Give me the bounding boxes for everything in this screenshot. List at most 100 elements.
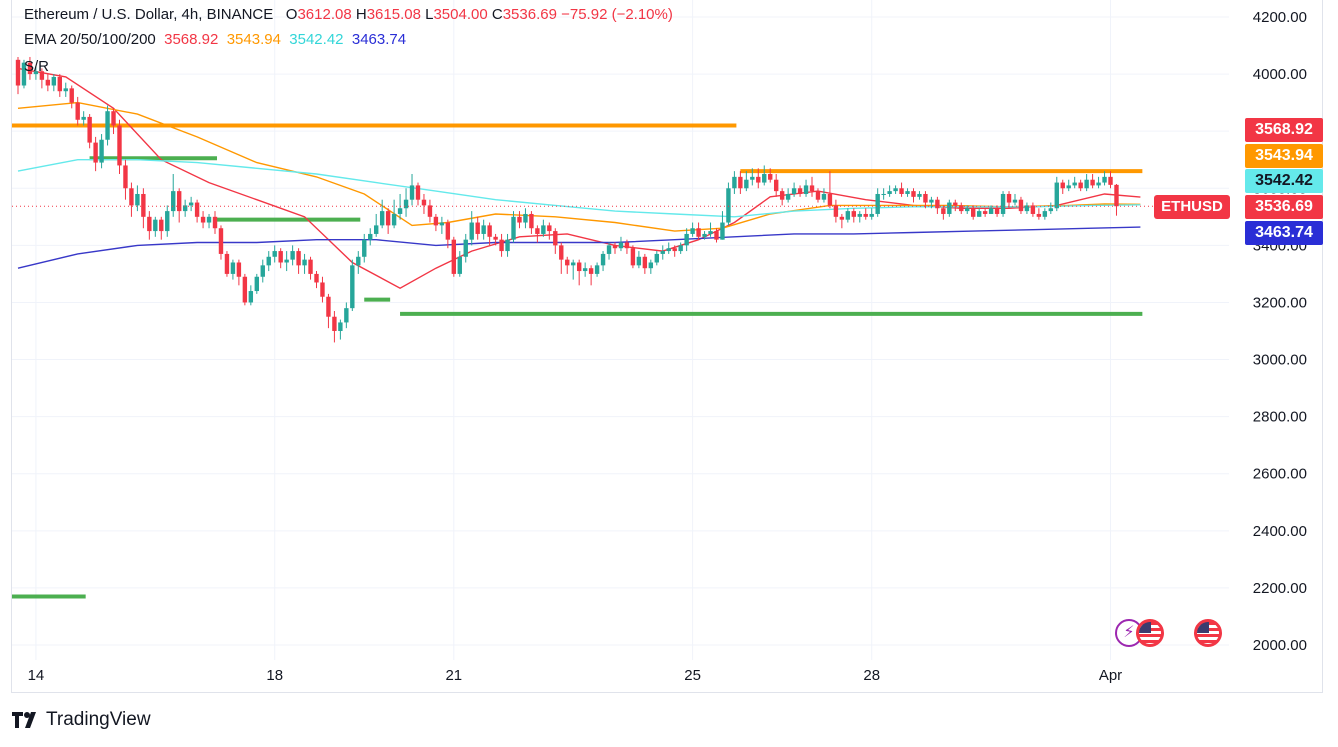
candle-body xyxy=(1102,176,1107,183)
candle-body xyxy=(296,251,301,266)
candle-body xyxy=(684,233,689,246)
close-value: 3536.69 xyxy=(502,6,557,23)
candle-body xyxy=(374,225,379,234)
candle-body xyxy=(899,188,904,194)
candle-body xyxy=(111,111,116,126)
us-flag-icon[interactable] xyxy=(1194,619,1222,647)
candle-body xyxy=(576,262,582,272)
us-flag-icon[interactable] xyxy=(1136,619,1164,647)
candle-body xyxy=(15,59,21,86)
x-tick-label: 14 xyxy=(28,667,45,684)
tradingview-logo-icon xyxy=(12,712,36,728)
ema-line-ema20 xyxy=(17,67,1141,289)
x-tick-label: 18 xyxy=(266,667,283,684)
candle-body xyxy=(1000,193,1006,214)
candle-body xyxy=(141,193,146,217)
candle-body xyxy=(911,191,916,197)
candle-body xyxy=(176,191,182,212)
candle-body xyxy=(726,188,731,223)
candle-body xyxy=(1114,184,1119,207)
symbol-title: Ethereum / U.S. Dollar, 4h, BINANCE xyxy=(24,6,274,23)
candle-body xyxy=(672,248,677,252)
candle-body xyxy=(129,188,134,206)
candle-body xyxy=(935,199,940,209)
candle-body xyxy=(505,239,510,252)
ema-legend: EMA 20/50/100/200 3568.92 3543.94 3542.4… xyxy=(24,31,406,48)
open-key: O xyxy=(285,6,298,23)
candle-body xyxy=(785,193,791,200)
y-tick-label: 4000.00 xyxy=(1253,66,1307,83)
y-tick-label: 2400.00 xyxy=(1253,523,1307,540)
candle-body xyxy=(869,213,874,217)
candle-body xyxy=(768,174,773,180)
candle-body xyxy=(27,62,33,75)
candle-body xyxy=(630,248,636,266)
candle-body xyxy=(833,205,839,217)
candle-body xyxy=(123,165,128,189)
candle-body xyxy=(815,191,821,200)
low-key: L xyxy=(425,6,434,23)
open-value: 3612.08 xyxy=(297,6,352,23)
candle-body xyxy=(469,222,474,240)
candle-body xyxy=(803,185,809,194)
candle-body xyxy=(779,191,785,200)
candle-body xyxy=(254,276,259,292)
candle-body xyxy=(200,216,206,223)
candle-body xyxy=(290,251,295,260)
y-tick-label: 2200.00 xyxy=(1253,580,1307,597)
candle-body xyxy=(326,296,331,317)
candle-body xyxy=(212,216,218,229)
tradingview-brand[interactable]: TradingView xyxy=(12,709,151,731)
candle-body xyxy=(1042,211,1048,217)
candle-body xyxy=(1012,199,1018,203)
candle-body xyxy=(93,142,98,163)
candle-body xyxy=(206,216,212,223)
y-tick-label: 2800.00 xyxy=(1253,409,1307,426)
candle-body xyxy=(965,208,970,212)
candle-body xyxy=(403,199,409,209)
candle-body xyxy=(744,179,749,189)
high-key: H xyxy=(355,6,367,23)
x-tick-label: 21 xyxy=(445,667,462,684)
ema100-value: 3542.42 xyxy=(289,31,344,48)
candle-body xyxy=(1078,182,1083,189)
candle-body xyxy=(105,111,110,140)
candle-body xyxy=(565,259,570,266)
candle-body xyxy=(976,211,982,217)
candle-body xyxy=(445,222,451,240)
candle-body xyxy=(696,228,701,237)
candle-body xyxy=(302,259,307,266)
sr-indicator-label[interactable]: S/R xyxy=(24,58,50,75)
candle-body xyxy=(791,188,797,194)
candle-body xyxy=(666,248,671,252)
candle-body xyxy=(702,233,707,237)
candle-body xyxy=(475,222,480,234)
ema20-value: 3568.92 xyxy=(164,31,219,48)
candle-body xyxy=(1090,179,1095,186)
candle-body xyxy=(827,193,833,206)
candle-body xyxy=(266,256,271,266)
candle-body xyxy=(165,211,170,232)
candle-body xyxy=(982,211,988,214)
candle-body xyxy=(308,259,313,274)
candle-body xyxy=(941,208,946,214)
y-tick-label: 4200.00 xyxy=(1253,9,1307,26)
candle-body xyxy=(553,231,558,246)
candle-body xyxy=(415,185,421,200)
candle-body xyxy=(147,216,152,232)
chart-frame xyxy=(11,0,1323,693)
candle-body xyxy=(117,125,122,166)
candle-body xyxy=(344,308,349,323)
candle-body xyxy=(63,88,68,92)
candle-body xyxy=(648,262,654,269)
ema50-value: 3543.94 xyxy=(226,31,281,48)
candle-body xyxy=(511,216,516,240)
candle-body xyxy=(875,193,880,214)
x-tick-label: Apr xyxy=(1099,667,1122,684)
candle-body xyxy=(618,242,624,249)
candle-body xyxy=(39,71,45,80)
candle-body xyxy=(379,211,385,226)
candle-body xyxy=(547,225,552,232)
candle-body xyxy=(69,88,74,103)
